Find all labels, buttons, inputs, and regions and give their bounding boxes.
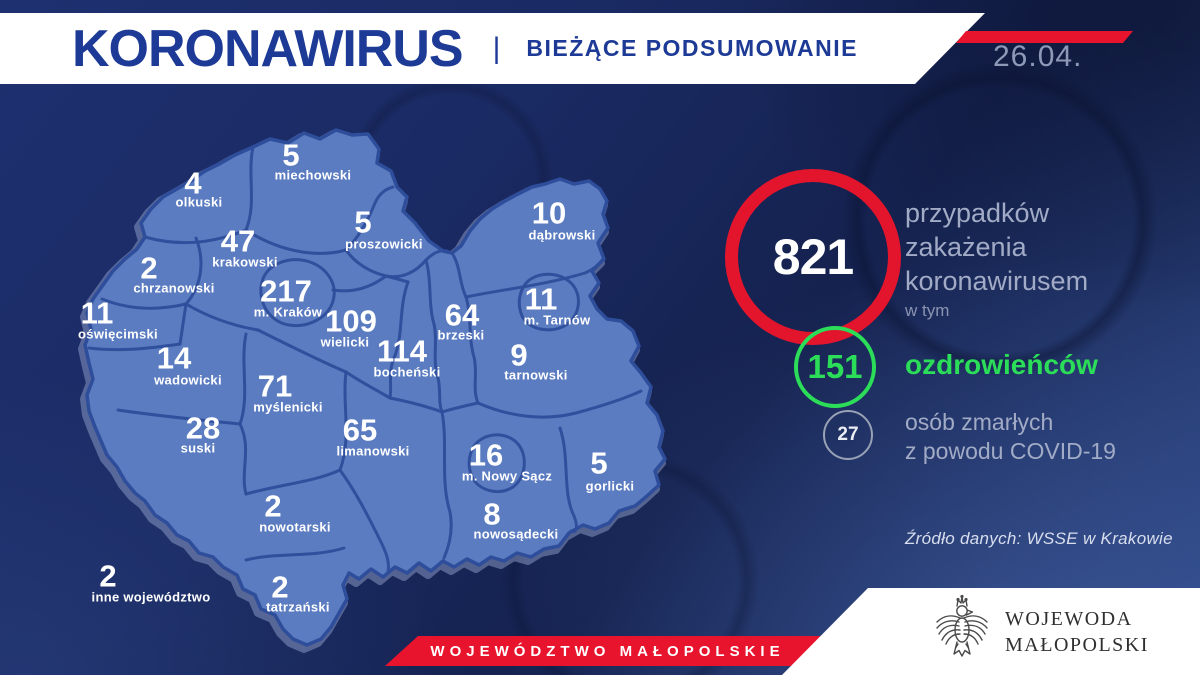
polish-eagle-icon bbox=[936, 594, 988, 657]
cases-value: 821 bbox=[772, 229, 854, 285]
deaths-circle: 27 bbox=[823, 410, 873, 460]
page-title: KORONAWIRUS bbox=[72, 19, 463, 78]
recovered-label: ozdrowieńców bbox=[905, 349, 1098, 380]
voivodeship-outline bbox=[83, 128, 667, 647]
deaths-label: osób zmarłych z powodu COVID-19 bbox=[905, 409, 1116, 464]
cases-label: przypadków zakażenia koronawirusem bbox=[905, 198, 1089, 296]
date-stripe bbox=[956, 31, 1133, 43]
data-source: Źródło danych: WSSE w Krakowie bbox=[905, 529, 1173, 548]
deaths-value: 27 bbox=[837, 424, 859, 445]
voivode-logo-box: WOJEWODA MAŁOPOLSKI bbox=[782, 588, 1200, 675]
recovered-circle: 151 bbox=[794, 326, 876, 408]
header-band: KORONAWIRUS | BIEŻĄCE PODSUMOWANIE bbox=[0, 13, 985, 84]
title-separator: | bbox=[492, 31, 501, 65]
authority-name: WOJEWODA MAŁOPOLSKI bbox=[1005, 607, 1149, 656]
including-label: w tym bbox=[905, 301, 950, 320]
voivodeship-banner: WOJEWÓDZTWO MAŁOPOLSKIE bbox=[385, 636, 830, 666]
voivodeship-banner-label: WOJEWÓDZTWO MAŁOPOLSKIE bbox=[430, 642, 785, 660]
recovered-value: 151 bbox=[807, 348, 863, 385]
report-date: 26.04. bbox=[993, 40, 1083, 73]
cases-circle: 821 bbox=[725, 169, 901, 345]
header-subtitle: BIEŻĄCE PODSUMOWANIE bbox=[526, 35, 858, 61]
district-borders bbox=[87, 145, 643, 574]
